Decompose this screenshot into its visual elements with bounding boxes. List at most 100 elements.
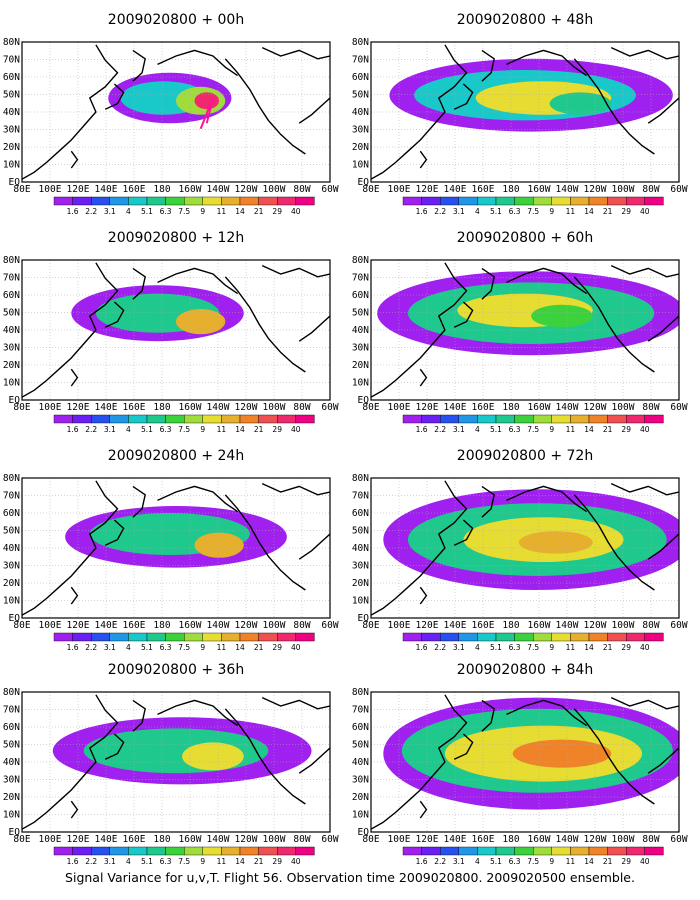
map-panel-48h: 2009020800 + 48h 80N 70N 60N 50N 40N 30N 20N 10N… (352, 12, 688, 216)
colorbar-label: 6.3 (509, 857, 521, 866)
colorbar-label: 14 (235, 425, 245, 434)
colorbar-label: 3.1 (453, 857, 465, 866)
colorbar-swatch (440, 632, 460, 642)
coastline (573, 58, 655, 155)
colorbar-swatch (221, 632, 241, 642)
lat-tick-label: 50N (3, 526, 20, 537)
colorbar-label: 1.6 (67, 207, 79, 216)
lat-tick-label: EQ (9, 395, 21, 406)
colorbar-label: 1.6 (67, 643, 79, 652)
lon-tick-label: 160E (123, 184, 146, 195)
lat-tick-label: 70N (352, 55, 369, 66)
variance-field (22, 692, 330, 832)
map-panel-12h: 2009020800 + 12h 80N 70N 60N 50N 40N 30N 20N 10N… (3, 230, 339, 434)
colorbar-swatch (644, 632, 664, 642)
lat-tick-label: 40N (352, 543, 369, 554)
colorbar-label: 9 (549, 643, 554, 652)
colorbar-label: 14 (235, 857, 245, 866)
colorbar-swatch (183, 414, 203, 424)
lon-tick-label: 140W (207, 620, 230, 631)
coastline (132, 699, 146, 732)
lat-tick-label: 30N (352, 343, 369, 354)
lon-tick-label: 160E (472, 834, 495, 845)
variance-field (371, 478, 679, 618)
lat-tick-label: 80N (352, 687, 369, 698)
lat-tick-label: 40N (3, 325, 20, 336)
lon-tick-label: 100W (263, 402, 286, 413)
coastline (298, 747, 330, 774)
colorbar-swatch (146, 414, 166, 424)
colorbar-label: 1.6 (416, 857, 428, 866)
lat-tick-label: 50N (352, 90, 369, 101)
colorbar-swatch (551, 414, 571, 424)
coastline (224, 276, 306, 373)
colorbar-swatch (477, 846, 497, 856)
colorbar-label: 21 (254, 207, 264, 216)
lat-tick-label: EQ (358, 613, 370, 624)
coastline (647, 97, 679, 124)
colorbar-label: 40 (640, 207, 650, 216)
lon-tick-label: 160W (528, 620, 551, 631)
colorbar-label: 21 (254, 425, 264, 434)
lat-tick-label: 70N (3, 55, 20, 66)
colorbar-swatch (202, 632, 222, 642)
lon-tick-label: 120E (416, 184, 439, 195)
lon-tick-label: 100E (39, 834, 62, 845)
colorbar-label: 6.3 (160, 857, 172, 866)
lon-tick-label: 180 (153, 184, 170, 195)
lat-tick-label: 60N (3, 290, 20, 301)
lon-tick-label: 120E (67, 620, 90, 631)
lon-tick-label: 80E (362, 184, 379, 195)
lon-tick-label: 140W (556, 834, 579, 845)
coastline (157, 267, 238, 295)
colorbar-label: 11 (566, 643, 576, 652)
lon-tick-label: 80W (642, 184, 659, 195)
map-frame (21, 477, 331, 619)
coastline (22, 480, 119, 616)
colorbar-label: 7.5 (527, 425, 539, 434)
lat-tick-label: 60N (352, 508, 369, 519)
coastline (261, 264, 330, 278)
colorbar-label: 9 (549, 425, 554, 434)
colorbar-swatch (607, 846, 627, 856)
lon-tick-label: 140W (207, 834, 230, 845)
coastline (453, 519, 474, 546)
colorbar-swatch (221, 196, 241, 206)
colorbar-swatch (458, 632, 478, 642)
coastline (371, 44, 468, 180)
colorbar-swatch (495, 632, 515, 642)
coastline (371, 480, 468, 616)
colorbar-swatch (165, 196, 185, 206)
colorbar-swatch (72, 196, 92, 206)
lat-tick-label: 60N (352, 722, 369, 733)
colorbar-swatch (440, 414, 460, 424)
lon-tick-label: 160W (179, 184, 202, 195)
colorbar-swatch (239, 846, 259, 856)
lat-tick-label: 30N (352, 775, 369, 786)
lat-tick-label: 10N (352, 160, 369, 171)
lon-tick-label: 120W (235, 402, 258, 413)
lon-tick-label: 180 (502, 184, 519, 195)
colorbar-swatch (644, 414, 664, 424)
lon-tick-label: 160W (179, 620, 202, 631)
colorbar-swatch (295, 196, 315, 206)
panel-title: 2009020800 + 36h (108, 662, 244, 678)
colorbar-swatch (202, 196, 222, 206)
colorbar-swatch (626, 414, 646, 424)
colorbar-swatch (440, 196, 460, 206)
lon-tick-label: 140W (556, 620, 579, 631)
coastline (22, 44, 119, 180)
lon-tick-label: 100W (612, 620, 635, 631)
colorbar-label: 29 (272, 643, 282, 652)
colorbar-label: 7.5 (527, 643, 539, 652)
coastline (610, 482, 679, 496)
coastline (573, 494, 655, 591)
colorbar-label: 21 (254, 643, 264, 652)
lon-tick-label: 120W (235, 620, 258, 631)
map-panel-36h: 2009020800 + 36h 80N 70N 60N 50N 40N 30N 20N 10N… (3, 662, 339, 866)
colorbar-label: 21 (603, 857, 613, 866)
colorbar-label: 7.5 (178, 643, 190, 652)
colorbar-label: 4 (126, 643, 131, 652)
coastline (104, 301, 125, 328)
colorbar-swatch (109, 196, 129, 206)
